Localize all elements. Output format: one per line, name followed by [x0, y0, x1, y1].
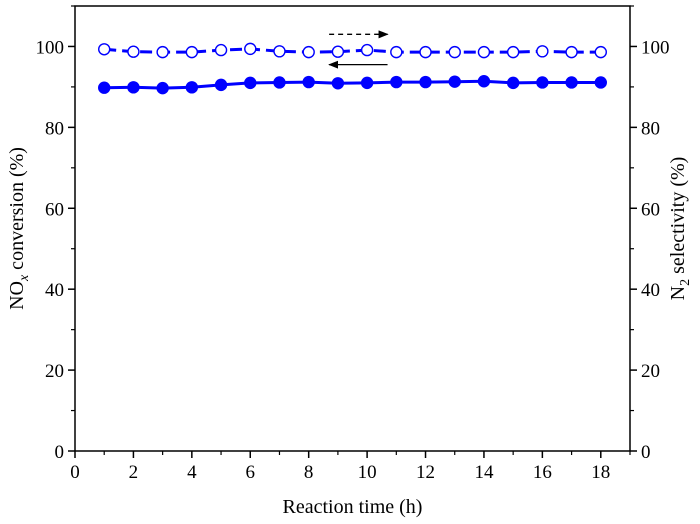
n2-selectivity-point: [156, 45, 169, 59]
n2-selectivity-point: [273, 45, 286, 58]
nox-conversion-point: [536, 76, 549, 89]
x-tick-label: 4: [187, 462, 197, 483]
n2-selectivity-point: [127, 45, 140, 58]
n2-selectivity-point: [360, 43, 374, 57]
nox-conversion-point: [565, 76, 578, 89]
n2-selectivity-point: [536, 45, 549, 58]
nox-conversion-point: [419, 75, 432, 89]
n2-selectivity-point: [594, 45, 607, 59]
left-y-tick-label: 100: [36, 37, 65, 58]
n2-selectivity-point: [302, 45, 315, 59]
n2-selectivity-point: [214, 43, 228, 57]
nox-conversion-point: [360, 76, 374, 90]
right-y-tick-label: 60: [641, 199, 660, 220]
left-y-tick-label: 20: [45, 361, 64, 382]
left-y-tick-label: 0: [55, 442, 65, 463]
n2-selectivity-point: [477, 45, 491, 59]
left-y-tick-label: 80: [45, 118, 64, 139]
x-tick-label: 12: [416, 462, 435, 483]
nox-conversion-point: [127, 81, 140, 94]
x-tick-label: 18: [591, 462, 610, 483]
n2-selectivity-point: [390, 45, 403, 59]
x-tick-label: 8: [304, 462, 314, 483]
nox-conversion-line: [104, 79, 601, 90]
right-y-axis-label: N2 selectivity (%): [667, 157, 693, 301]
x-tick-label: 14: [474, 462, 494, 483]
n2-selectivity-point: [506, 45, 520, 59]
n2-selectivity-point: [98, 43, 111, 56]
nox-conversion-point: [390, 75, 403, 89]
nox-conversion-point: [185, 81, 199, 94]
n2-selectivity-point: [448, 45, 461, 59]
nox-conversion-point: [156, 81, 169, 95]
nox-conversion-point: [477, 75, 491, 88]
n2-selectivity-line: [104, 47, 601, 54]
n2-selectivity-point: [331, 45, 345, 58]
plot-frame: [74, 5, 631, 452]
x-tick-label: 10: [358, 462, 377, 483]
nox-conversion-point: [98, 81, 111, 94]
nox-conversion-point: [244, 76, 257, 90]
left-y-axis-label-base: NO: [6, 281, 28, 310]
x-tick-label: 6: [246, 462, 256, 483]
nox-conversion-point: [506, 76, 520, 90]
nox-conversion-point: [331, 77, 345, 90]
left-y-axis-label-subscript: x: [17, 274, 32, 282]
n2-selectivity-point: [185, 45, 199, 59]
x-tick-label: 0: [70, 462, 80, 483]
n2-selectivity-point: [244, 42, 257, 56]
left-y-axis-label: NOx conversion (%): [6, 147, 32, 310]
right-y-axis-label-rest: selectivity (%): [667, 157, 689, 279]
right-y-axis-label-base: N: [667, 286, 689, 300]
right-y-tick-label: 80: [641, 118, 660, 139]
left-y-axis-label-rest: conversion (%): [6, 147, 28, 275]
x-tick-label: 2: [129, 462, 139, 483]
right-y-tick-label: 100: [641, 37, 670, 58]
right-y-tick-label: 40: [641, 280, 660, 301]
nox-conversion-point: [448, 75, 461, 88]
nox-conversion-point: [273, 76, 286, 89]
nox-conversion-point: [594, 76, 607, 89]
right-y-axis-label-subscript: 2: [678, 279, 693, 286]
x-tick-label: 16: [533, 462, 552, 483]
annotations: [328, 30, 389, 69]
plot-series: [98, 42, 607, 95]
left-y-tick-label: 40: [45, 280, 64, 301]
n2-selectivity-point: [419, 45, 432, 59]
right-y-tick-label: 0: [641, 442, 651, 463]
left-y-tick-label: 60: [45, 199, 64, 220]
x-axis-label: Reaction time (h): [283, 496, 423, 518]
nox-conversion-point: [302, 75, 315, 89]
n2-selectivity-point: [565, 45, 578, 59]
right-y-tick-label: 20: [641, 361, 660, 382]
axes: 0 2 4 6 8 10 12 14 16 18 0 20 40 60 80 100 0 20 40 60 80 100: [36, 5, 670, 483]
nox-conversion-point: [214, 78, 228, 92]
